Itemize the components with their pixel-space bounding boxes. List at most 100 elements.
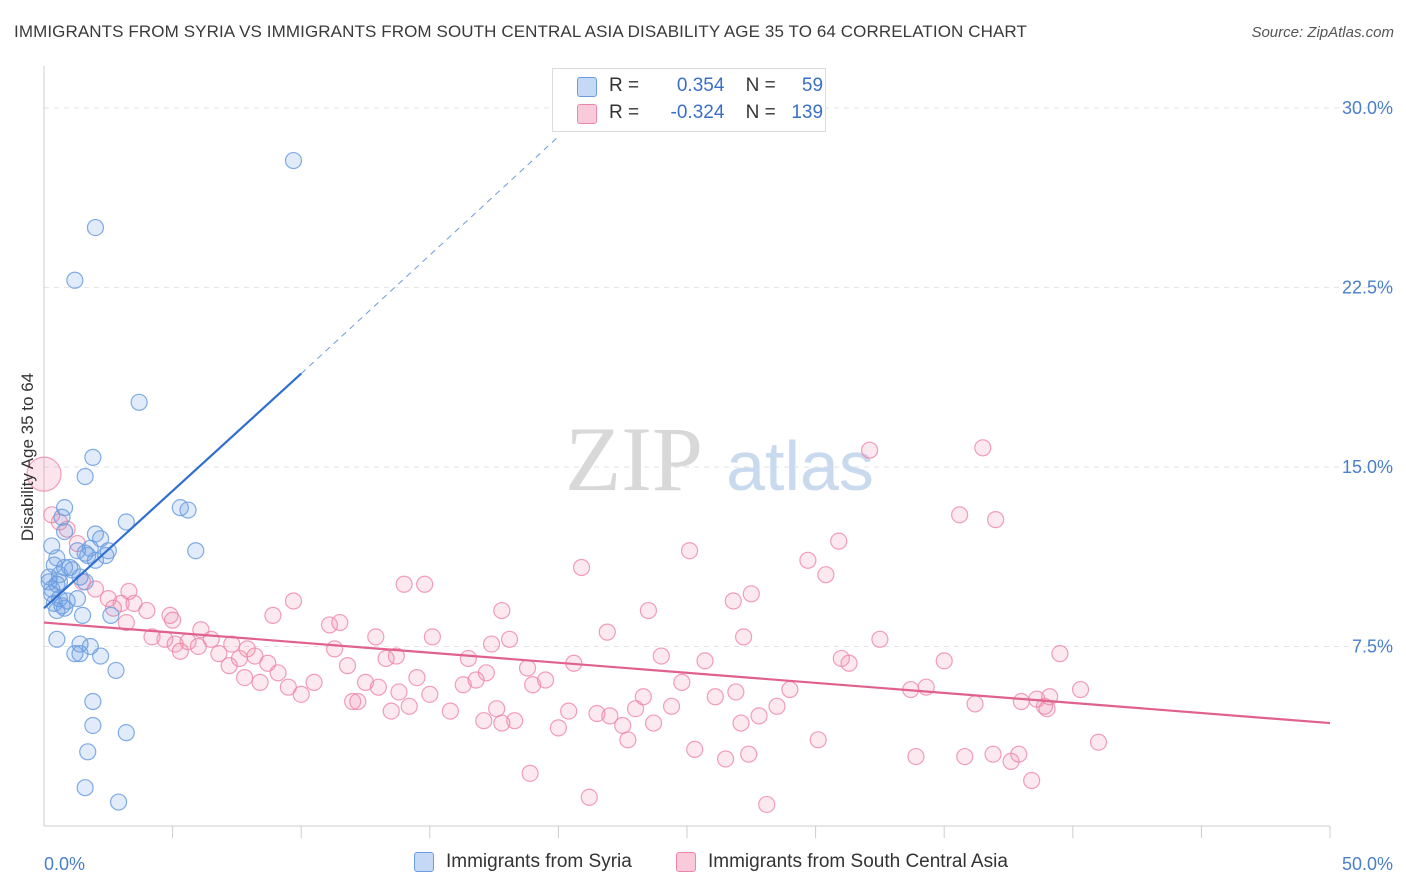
sca-point: [279, 678, 297, 696]
axes: [43, 66, 1331, 838]
y-tick-label: 15.0%: [1342, 457, 1393, 477]
sca-point: [740, 745, 758, 763]
sca-point: [673, 673, 691, 691]
syria-point: [76, 573, 94, 591]
sca-point: [482, 635, 501, 653]
sca-point: [1035, 697, 1054, 715]
legend-n-sca: 139: [791, 102, 824, 123]
bottom-legend-sca-label: Immigrants from South Central Asia: [708, 851, 1008, 872]
syria-point: [84, 448, 102, 466]
legend-r-sca: -0.324: [670, 102, 725, 123]
sca-point: [459, 649, 477, 668]
sca-point: [732, 714, 750, 732]
sca-point: [662, 697, 681, 715]
chart-title: IMMIGRANTS FROM SYRIA VS IMMIGRANTS FROM…: [14, 22, 1027, 41]
sca-point: [1023, 771, 1041, 790]
syria-point: [68, 590, 87, 608]
syria-point: [107, 661, 125, 680]
legend-n-label: N =: [745, 75, 776, 96]
sca-point: [125, 594, 143, 612]
syria-swatch: [577, 77, 597, 97]
sca-point: [320, 616, 339, 634]
sca-point: [210, 645, 228, 663]
y-axis-label: Disability Age 35 to 64: [18, 373, 37, 541]
sca-point: [984, 745, 1002, 763]
sca-point: [987, 511, 1005, 529]
syria-point: [50, 566, 69, 584]
syria-point: [284, 151, 303, 170]
legend-box: R = 0.354 N = 59 R = -0.324 N = 139: [552, 68, 826, 132]
sca-point: [758, 795, 776, 814]
sca-point: [421, 685, 439, 703]
sca-point: [817, 566, 835, 584]
trendlines: [43, 136, 1331, 725]
grid-lines: [44, 107, 1392, 647]
sca-point: [264, 606, 282, 624]
sca-point: [1012, 692, 1030, 711]
sca-point: [223, 635, 241, 653]
syria-point: [117, 724, 135, 742]
syria-point: [117, 513, 135, 531]
syria-points: [40, 151, 303, 811]
sca-point: [246, 647, 264, 665]
syria-point: [45, 594, 63, 612]
sca-point: [716, 750, 735, 768]
sca-point: [477, 664, 495, 682]
sca-point: [220, 657, 238, 675]
syria-point: [55, 499, 74, 517]
tick-labels: 7.5% 15.0% 22.5% 30.0% 0.0% 50.0%: [44, 98, 1393, 874]
syria-point: [102, 606, 120, 624]
x-tick-label: 50.0%: [1342, 854, 1393, 874]
sca-point: [680, 542, 699, 560]
sca-point: [549, 719, 568, 737]
syria-trendline-extension: [300, 136, 559, 374]
syria-point: [76, 779, 94, 797]
sca-point: [840, 654, 858, 672]
sca-point: [423, 628, 441, 646]
syria-point: [53, 508, 71, 526]
y-tick-label: 7.5%: [1352, 636, 1393, 656]
sca-point: [390, 683, 408, 701]
syria-point: [86, 218, 105, 237]
sca-point: [598, 623, 616, 641]
legend-r-label: R =: [609, 75, 640, 96]
sca-point: [395, 575, 413, 593]
sca-point: [475, 712, 493, 730]
sca-point: [202, 630, 220, 648]
sca-point: [536, 671, 555, 689]
sca-point: [344, 692, 362, 711]
sca-point: [727, 683, 745, 701]
syria-point: [71, 635, 89, 653]
sca-trendline: [43, 621, 1331, 725]
source-label: Source: ZipAtlas.com: [1251, 24, 1394, 41]
syria-trendline: [43, 372, 302, 609]
sca-point: [99, 590, 117, 608]
sca-point: [724, 592, 742, 610]
sca-point: [369, 678, 387, 696]
sca-point: [951, 506, 969, 524]
sca-point: [572, 558, 591, 577]
sca-point: [956, 747, 974, 766]
sca-point: [966, 695, 984, 713]
sca-point: [601, 707, 619, 725]
syria-point: [179, 501, 197, 519]
sca-point: [117, 613, 135, 632]
x-tick-label: 0.0%: [44, 854, 85, 874]
sca-point: [588, 704, 606, 723]
watermark-zip: ZIP: [565, 408, 703, 510]
sca-point: [112, 594, 130, 612]
sca-point: [1038, 700, 1056, 718]
syria-point: [48, 630, 66, 648]
sca-point: [326, 640, 344, 658]
sca-point: [634, 688, 652, 706]
sca-point: [521, 764, 539, 782]
syria-point: [91, 647, 110, 665]
sca-point: [1089, 733, 1108, 751]
sca-point: [26, 456, 62, 492]
syria-point: [66, 271, 84, 289]
sca-swatch: [577, 104, 597, 124]
sca-point: [441, 702, 459, 720]
sca-point: [382, 702, 400, 720]
sca-point: [143, 628, 161, 646]
sca-point: [356, 673, 375, 691]
